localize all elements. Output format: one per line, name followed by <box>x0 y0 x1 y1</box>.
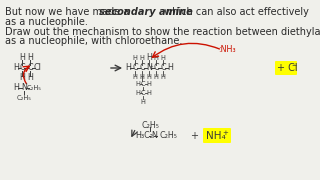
Text: H: H <box>19 73 25 82</box>
Text: NH₄: NH₄ <box>206 131 226 141</box>
Text: C₂H₅: C₂H₅ <box>17 95 31 101</box>
Text: C: C <box>132 64 138 73</box>
Text: H: H <box>13 84 19 93</box>
Text: C₂H₅: C₂H₅ <box>159 132 177 141</box>
Text: +: + <box>190 131 198 141</box>
Text: secondary amine: secondary amine <box>99 7 193 17</box>
Text: −: − <box>291 62 296 68</box>
Text: N: N <box>21 84 27 93</box>
Text: +: + <box>222 130 228 136</box>
Text: C: C <box>139 64 145 73</box>
Text: H: H <box>136 90 140 96</box>
Text: H: H <box>136 81 140 87</box>
Text: H: H <box>161 55 165 61</box>
Text: H₃C₂: H₃C₂ <box>135 132 153 141</box>
FancyBboxPatch shape <box>203 128 231 143</box>
Text: C₂H₅: C₂H₅ <box>141 120 159 129</box>
Text: H: H <box>140 74 144 80</box>
Text: H: H <box>125 64 131 73</box>
Text: H: H <box>140 55 144 61</box>
Text: H: H <box>146 53 152 62</box>
Text: C: C <box>27 64 33 73</box>
Text: H: H <box>13 64 19 73</box>
Text: H: H <box>132 74 137 80</box>
Text: H: H <box>140 99 145 105</box>
Text: H: H <box>132 55 137 61</box>
Text: which can also act effectively: which can also act effectively <box>161 7 309 17</box>
Text: C: C <box>141 90 145 96</box>
Text: :NH₃: :NH₃ <box>218 45 236 54</box>
Text: H: H <box>154 55 158 61</box>
FancyBboxPatch shape <box>275 61 297 75</box>
Text: H: H <box>147 81 151 87</box>
Text: + Cl: + Cl <box>277 63 298 73</box>
Text: Cl: Cl <box>33 64 41 73</box>
Text: Draw out the mechanism to show the reaction between diethylamine acting: Draw out the mechanism to show the react… <box>5 27 320 37</box>
Text: as a nucleophile, with chloroethane.: as a nucleophile, with chloroethane. <box>5 36 182 46</box>
Text: H: H <box>161 74 165 80</box>
Text: H: H <box>19 53 25 62</box>
Text: H: H <box>147 74 151 80</box>
Text: H: H <box>154 74 158 80</box>
Text: But now we have made a: But now we have made a <box>5 7 132 17</box>
Text: H: H <box>167 64 173 73</box>
Text: as a nucleophile.: as a nucleophile. <box>5 17 88 27</box>
Text: C₂H₅: C₂H₅ <box>27 85 42 91</box>
Text: +: + <box>148 64 153 69</box>
Text: C: C <box>153 64 159 73</box>
Text: H: H <box>27 73 33 82</box>
Text: H: H <box>147 90 151 96</box>
Text: N: N <box>151 132 157 141</box>
Text: N: N <box>146 64 152 73</box>
Text: H: H <box>27 53 33 62</box>
Text: C: C <box>141 81 145 87</box>
Text: C: C <box>19 64 25 73</box>
Text: C: C <box>160 64 166 73</box>
